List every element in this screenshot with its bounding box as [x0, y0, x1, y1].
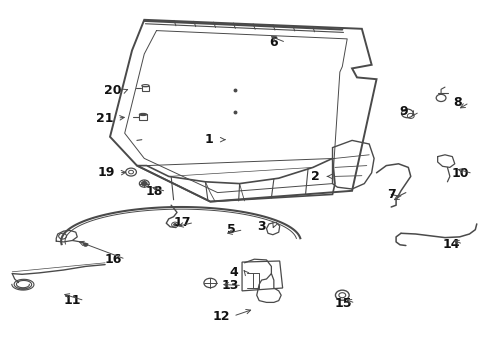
Text: 14: 14: [441, 238, 459, 251]
Text: 16: 16: [104, 253, 122, 266]
Text: 7: 7: [386, 188, 395, 201]
Text: 6: 6: [269, 36, 278, 49]
Text: 21: 21: [96, 112, 114, 125]
Circle shape: [141, 181, 147, 186]
Text: 20: 20: [103, 84, 121, 97]
Text: 5: 5: [226, 223, 235, 236]
Circle shape: [173, 224, 176, 226]
Text: 3: 3: [257, 220, 265, 233]
Text: 15: 15: [334, 297, 351, 310]
Text: 12: 12: [212, 310, 229, 323]
Text: 4: 4: [229, 266, 238, 279]
Text: 17: 17: [173, 216, 190, 229]
Text: 11: 11: [63, 294, 81, 307]
Text: 2: 2: [310, 170, 319, 183]
Circle shape: [83, 243, 87, 246]
Text: 13: 13: [221, 279, 238, 292]
Text: 18: 18: [145, 185, 163, 198]
Text: 1: 1: [204, 133, 213, 146]
Text: 10: 10: [451, 167, 468, 180]
Text: 9: 9: [398, 105, 407, 118]
Text: 8: 8: [452, 96, 461, 109]
Text: 19: 19: [98, 166, 115, 179]
